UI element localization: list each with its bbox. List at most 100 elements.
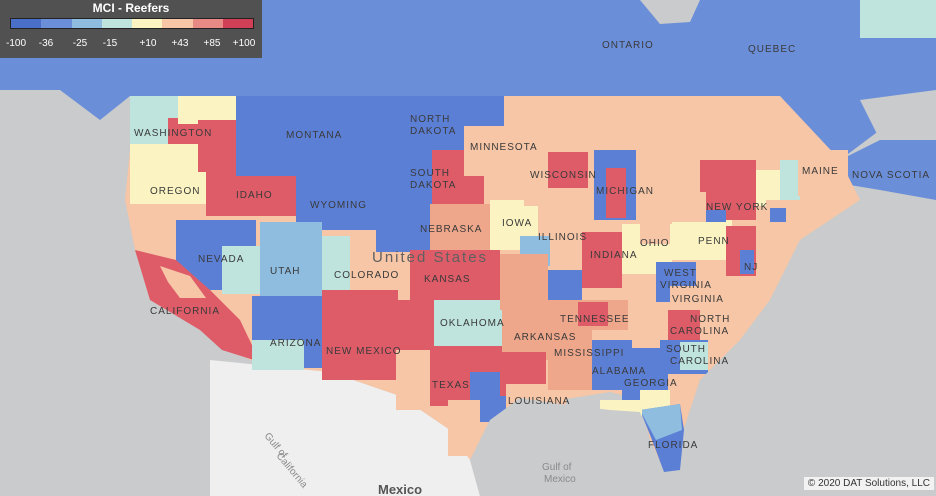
legend-tick-label: +10 <box>139 38 157 49</box>
label-north-carolina-2: CAROLINA <box>670 326 729 337</box>
legend-swatch-7 <box>192 19 223 28</box>
region-oregon <box>130 144 210 204</box>
label-nevada: NEVADA <box>198 254 244 265</box>
region-pennsylvania <box>672 220 732 260</box>
legend-title: MCI - Reefers <box>92 1 170 15</box>
gulf-of-mexico-water <box>470 398 690 496</box>
region-new-hampshire <box>780 160 800 200</box>
label-iowa: IOWA <box>502 218 532 229</box>
label-colorado: COLORADO <box>334 270 399 281</box>
label-penn: PENN <box>698 236 730 247</box>
region-minnesota-north <box>464 96 504 126</box>
label-north-carolina-1: NORTH <box>690 314 730 325</box>
label-illinois: ILLINOIS <box>538 232 587 243</box>
label-georgia: GEORGIA <box>624 378 678 389</box>
gulf-st-lawrence-water <box>860 90 936 140</box>
region-new-york-west <box>672 192 706 222</box>
label-wisconsin: WISCONSIN <box>530 170 597 181</box>
label-texas: TEXAS <box>432 380 470 391</box>
region-nebraska <box>376 206 432 252</box>
legend-panel: MCI - Reefers -100 -36 -25 -15 +10 +43 +… <box>0 0 262 58</box>
label-north-dakota-1: NORTH <box>410 114 450 125</box>
region-wyoming <box>296 170 376 230</box>
labrador-region <box>860 0 936 38</box>
label-south-carolina-2: CAROLINA <box>670 356 729 367</box>
region-oklahoma <box>434 300 504 350</box>
region-north-carolina-east <box>700 310 740 344</box>
label-florida: FLORIDA <box>648 440 698 451</box>
region-tennessee-red <box>578 302 608 326</box>
maritimes-region <box>840 140 936 200</box>
label-alabama: ALABAMA <box>592 366 646 377</box>
region-ny-blue <box>706 210 726 222</box>
label-south-dakota-1: SOUTH <box>410 168 450 179</box>
region-indiana <box>582 232 622 288</box>
hudson-bay-water <box>640 0 700 24</box>
mexico-land <box>210 360 480 496</box>
label-south-carolina-1: SOUTH <box>666 344 706 355</box>
label-indiana: INDIANA <box>590 250 638 261</box>
label-michigan: MICHIGAN <box>596 186 654 197</box>
atlantic-water <box>684 200 936 496</box>
label-idaho: IDAHO <box>236 190 273 201</box>
legend-tick-label: +100 <box>232 38 256 49</box>
legend-tick-label: +43 <box>171 38 189 49</box>
label-kansas: KANSAS <box>424 274 471 285</box>
canada-prairies-region <box>262 0 500 96</box>
label-washington: WASHINGTON <box>134 128 212 139</box>
legend-tick-label: -25 <box>72 38 88 49</box>
region-idaho-north <box>178 96 236 124</box>
label-north-dakota-2: DAKOTA <box>410 126 456 137</box>
label-nova-scotia: NOVA SCOTIA <box>852 170 930 181</box>
region-idaho-mid <box>198 120 238 172</box>
label-oregon: OREGON <box>150 186 200 197</box>
copyright-notice: © 2020 DAT Solutions, LLC <box>803 477 934 490</box>
region-arizona-south <box>252 340 304 370</box>
label-maine: MAINE <box>802 166 839 177</box>
region-montana <box>236 96 386 176</box>
legend-swatch-3 <box>71 19 102 28</box>
region-michigan-red <box>606 168 626 218</box>
region-sc-teal <box>680 342 708 370</box>
label-nebraska: NEBRASKA <box>420 224 482 235</box>
region-arkansas <box>502 310 554 360</box>
region-nebraska-east <box>430 204 490 254</box>
baja-land <box>218 370 300 496</box>
label-minnesota: MINNESOTA <box>470 142 538 153</box>
region-new-mexico <box>322 290 398 380</box>
legend-swatch-8 <box>222 19 253 28</box>
region-missouri <box>500 254 548 310</box>
canada-west-region <box>0 0 310 120</box>
legend-swatch-4 <box>101 19 132 28</box>
region-georgia-yellow <box>640 390 670 410</box>
label-gulf-mexico-2: Mexico <box>544 474 576 485</box>
label-new-mexico: NEW MEXICO <box>326 346 402 357</box>
label-arkansas: ARKANSAS <box>514 332 576 343</box>
label-california: CALIFORNIA <box>150 306 220 317</box>
region-north-dakota <box>386 96 464 152</box>
legend-swatch-1 <box>11 19 42 28</box>
label-south-dakota-2: DAKOTA <box>410 180 456 191</box>
label-mississippi: MISSISSIPPI <box>554 348 624 359</box>
label-united-states: United States <box>372 249 488 266</box>
region-mass-blue <box>770 208 786 222</box>
legend-tick-label: -36 <box>38 38 54 49</box>
region-kansas <box>410 250 500 302</box>
region-texas-south <box>448 400 480 456</box>
label-oklahoma: OKLAHOMA <box>440 318 505 329</box>
label-ontario: ONTARIO <box>602 40 654 51</box>
legend-tick-label: +85 <box>203 38 221 49</box>
region-nj-blue <box>740 250 754 274</box>
region-wisconsin-red <box>548 152 588 188</box>
label-west-virginia-2: VIRGINIA <box>660 280 712 291</box>
label-new-york: NEW YORK <box>706 202 768 213</box>
region-maine <box>798 150 848 196</box>
region-south-dakota <box>376 152 436 212</box>
region-california-inner <box>160 266 206 298</box>
legend-swatch-5 <box>132 19 163 28</box>
legend-ticks: -100 -36 -25 -15 +10 +43 +85 +100 <box>0 38 262 52</box>
legend-tick-label: -100 <box>5 38 27 49</box>
label-louisiana: LOUISIANA <box>508 396 570 407</box>
